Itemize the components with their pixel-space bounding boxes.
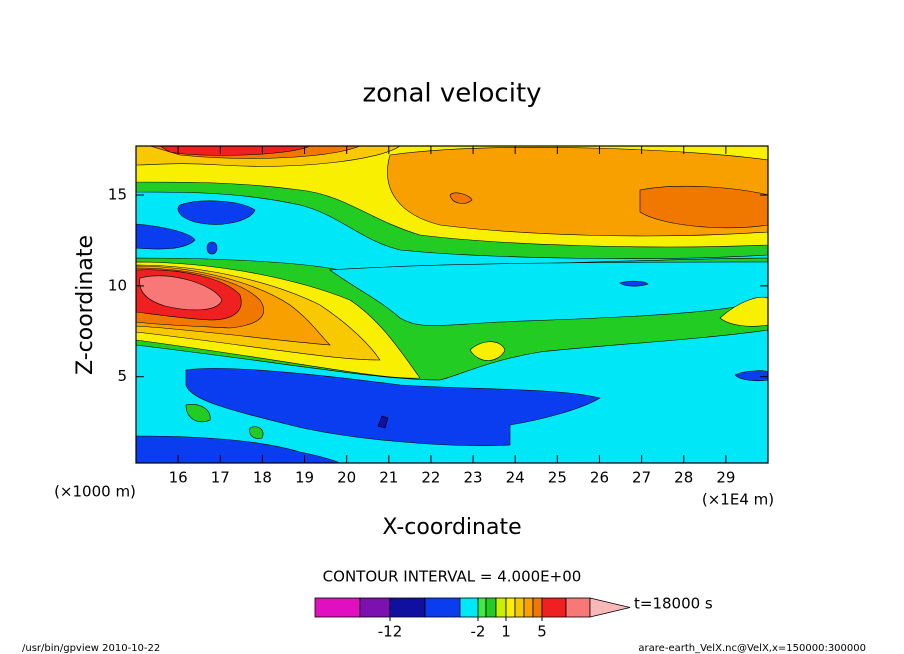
colorbar-tick-label: -12: [378, 623, 403, 641]
colorbar-box: [485, 597, 497, 618]
contour-region: [449, 192, 473, 204]
x-unit-label: (×1E4 m): [702, 491, 774, 509]
colorbar-box: [505, 597, 516, 618]
contour-interval: CONTOUR INTERVAL = 4.000E+00: [323, 568, 582, 586]
contour-region: [177, 200, 256, 225]
y-unit-label: (×1000 m): [54, 483, 136, 501]
x-tick-label: 19: [295, 469, 314, 487]
contour-region: [639, 185, 768, 229]
colorbar-tick-label: 5: [537, 623, 547, 641]
colorbar-box: [359, 597, 391, 618]
colorbar-box: [389, 597, 426, 618]
contour-region: [185, 368, 601, 446]
x-tick-label: 20: [337, 469, 356, 487]
colorbar-box: [523, 597, 534, 618]
plot-frame: [135, 145, 769, 464]
contour-region: [734, 370, 768, 382]
footer-right: arare-earth_VelX.nc@VelX,x=150000:300000: [638, 643, 866, 654]
colorbar-tick-label: -2: [471, 623, 486, 641]
x-tick-label: 27: [632, 469, 651, 487]
contour-region: [377, 415, 389, 429]
contour-region: [206, 241, 218, 255]
x-tick-label: 18: [253, 469, 272, 487]
colorbar-box: [495, 597, 507, 618]
x-tick-label: 24: [506, 469, 525, 487]
colorbar-box: [532, 597, 543, 618]
contour-region: [159, 146, 311, 156]
time-label: t=18000 s: [634, 595, 713, 613]
contour-region: [719, 296, 768, 327]
footer-left: /usr/bin/gpview 2010-10-22: [22, 643, 160, 654]
x-axis-label: X-coordinate: [382, 515, 521, 540]
y-axis-label: Z-coordinate: [73, 235, 98, 375]
x-tick-label: 23: [464, 469, 483, 487]
x-tick-label: 26: [590, 469, 609, 487]
contour-region: [619, 280, 649, 287]
colorbar-box: [541, 597, 567, 618]
y-tick-label: 5: [117, 367, 127, 385]
colorbar-box: [477, 597, 487, 618]
contour-field: [136, 146, 768, 463]
colorbar-box: [565, 597, 591, 618]
colorbar-tick-label: 1: [501, 623, 511, 641]
x-tick-label: 28: [674, 469, 693, 487]
contour-region: [469, 341, 506, 361]
x-tick-label: 22: [421, 469, 440, 487]
y-tick-label: 10: [108, 276, 127, 294]
y-tick-label: 15: [108, 186, 127, 204]
contour-region: [249, 426, 264, 439]
colorbar-box: [514, 597, 525, 618]
contour-region: [136, 223, 196, 250]
x-tick-label: 16: [169, 469, 188, 487]
colorbar-box: [424, 597, 461, 618]
x-tick-label: 21: [379, 469, 398, 487]
x-tick-label: 29: [716, 469, 735, 487]
x-tick-label: 25: [548, 469, 567, 487]
contour-region: [185, 404, 211, 423]
colorbar-box: [314, 597, 361, 618]
chart-title: zonal velocity: [362, 79, 541, 109]
contour-region: [139, 275, 223, 311]
colorbar-box: [459, 597, 479, 618]
x-tick-label: 17: [211, 469, 230, 487]
colorbar-extend: [589, 597, 631, 618]
contour-region: [329, 261, 768, 326]
